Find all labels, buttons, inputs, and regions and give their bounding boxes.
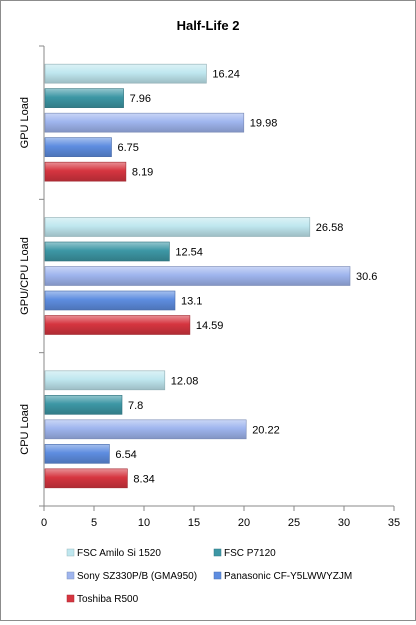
bar-value-label: 6.54 bbox=[115, 449, 136, 461]
bar-value-label: 30.6 bbox=[356, 271, 377, 283]
legend-swatch bbox=[213, 571, 222, 580]
bar bbox=[44, 370, 166, 391]
legend-label: FSC P7120 bbox=[224, 548, 276, 559]
bar-value-label: 7.8 bbox=[128, 400, 143, 412]
legend-swatch bbox=[66, 548, 75, 557]
bar-value-label: 8.19 bbox=[132, 167, 153, 179]
bar-value-label: 13.1 bbox=[181, 296, 202, 308]
bar bbox=[44, 112, 245, 133]
bar-value-label: 26.58 bbox=[316, 222, 344, 234]
category-label: CPU Load bbox=[19, 404, 31, 455]
x-tick-label: 15 bbox=[188, 517, 200, 529]
legend-label: Panasonic CF-Y5LWWYZJM bbox=[224, 571, 352, 582]
bar bbox=[44, 161, 127, 182]
x-tick-label: 30 bbox=[338, 517, 350, 529]
bar bbox=[44, 395, 123, 415]
legend-label: FSC Amilo Si 1520 bbox=[77, 548, 161, 559]
bar-value-label: 8.34 bbox=[133, 473, 154, 485]
bar-value-label: 19.98 bbox=[250, 118, 278, 130]
bar bbox=[44, 419, 247, 440]
chart-title: Half-Life 2 bbox=[177, 18, 240, 33]
bar bbox=[44, 217, 311, 237]
legend-label: Toshiba R500 bbox=[77, 594, 139, 605]
legend-label: Sony SZ330P/B (GMA950) bbox=[77, 571, 197, 582]
bar-value-label: 20.22 bbox=[252, 424, 280, 436]
bar-value-label: 12.54 bbox=[175, 247, 203, 259]
bar-value-label: 12.08 bbox=[171, 375, 199, 387]
bar bbox=[44, 137, 112, 157]
x-tick-label: 10 bbox=[138, 517, 150, 529]
bar bbox=[44, 63, 207, 84]
x-tick-label: 0 bbox=[41, 517, 47, 529]
category-label: GPU Load bbox=[19, 97, 31, 148]
bar-value-label: 6.75 bbox=[118, 142, 139, 154]
bar bbox=[44, 444, 110, 464]
legend-swatch bbox=[66, 571, 75, 580]
category-label: GPU/CPU Load bbox=[19, 237, 31, 315]
legend: FSC Amilo Si 1520 FSC P7120 Sony SZ330P/B … bbox=[66, 548, 352, 605]
bar bbox=[44, 241, 170, 262]
legend-swatch bbox=[213, 548, 222, 557]
bar-value-label: 14.59 bbox=[196, 320, 224, 332]
bar bbox=[44, 88, 124, 108]
bar bbox=[44, 290, 176, 311]
x-tick-label: 25 bbox=[288, 517, 300, 529]
x-tick-label: 5 bbox=[91, 517, 97, 529]
bar bbox=[44, 315, 191, 335]
bar-value-label: 16.24 bbox=[212, 69, 240, 81]
plot-area: 0 5 10 15 20 25 30 35 GPU Load GPU/CPU Load CPU Lo… bbox=[19, 45, 400, 529]
legend-swatch bbox=[66, 594, 75, 603]
x-tick-label: 35 bbox=[388, 517, 400, 529]
bar bbox=[44, 468, 128, 489]
bar-value-label: 7.96 bbox=[130, 93, 151, 105]
x-tick-label: 20 bbox=[238, 517, 250, 529]
bar bbox=[44, 266, 351, 286]
